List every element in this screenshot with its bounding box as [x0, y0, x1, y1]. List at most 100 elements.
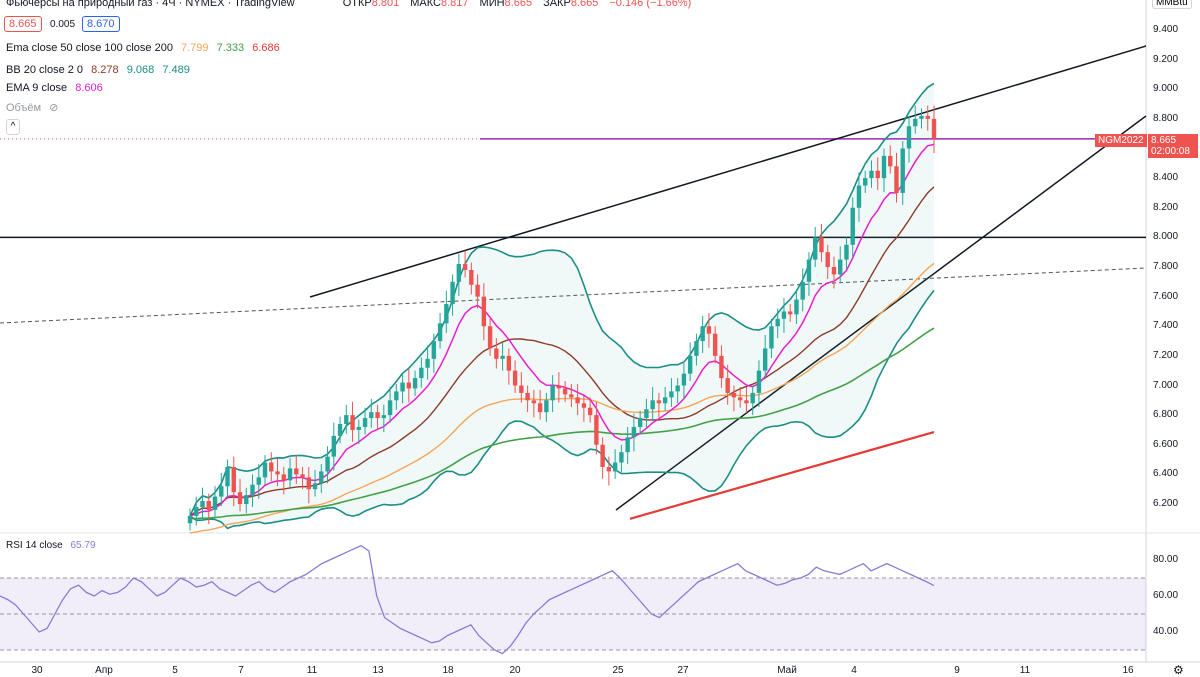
time-tick-label: 27	[677, 665, 689, 676]
time-tick-label: Апр	[95, 665, 113, 676]
candle-body	[419, 367, 424, 379]
price-tick-label: 8.400	[1153, 172, 1179, 184]
candle-body	[431, 341, 437, 359]
candle-body	[556, 385, 562, 389]
candle-body	[919, 115, 924, 119]
ohlc-label: ОТКР	[342, 0, 372, 9]
ema200-line	[629, 430, 935, 520]
last-price-label: 8.665 02:00:08	[1148, 134, 1198, 158]
rsi-legend[interactable]: RSI 14 close 65.79	[6, 540, 101, 551]
candle-body	[863, 178, 868, 186]
price-tick-label: 8.200	[1153, 201, 1179, 213]
price-tick-label: 7.000	[1153, 379, 1179, 391]
candle-body	[394, 391, 399, 401]
last-price-value: 8.665	[1151, 135, 1177, 146]
time-tick-label: 5	[172, 665, 178, 676]
candle-body	[881, 155, 887, 179]
ohlc-label: МИН	[479, 0, 505, 9]
ask-price[interactable]: 8.670	[82, 16, 120, 32]
candle-body	[256, 477, 261, 485]
ohlc-item: МАКС8.817	[410, 0, 474, 9]
candle-body	[550, 385, 555, 401]
candle-body	[369, 412, 374, 419]
ema-legend[interactable]: Ema close 50 close 100 close 200 7.799 7…	[6, 42, 285, 54]
candle-body	[475, 284, 480, 297]
candle-body	[913, 118, 918, 127]
candle-body	[675, 385, 680, 392]
candle-body	[925, 115, 930, 119]
price-tick-label: 8.000	[1153, 231, 1179, 243]
candle-body	[481, 296, 487, 327]
candle-body	[512, 370, 518, 386]
volume-legend[interactable]: Объём ⊘	[6, 101, 63, 114]
ema50-line	[189, 262, 935, 534]
candle-body	[331, 435, 336, 457]
candle-body	[906, 126, 912, 149]
bb-lower-value: 7.489	[162, 64, 190, 76]
unit-selector[interactable]: MMBtu	[1152, 0, 1192, 9]
candle-body	[656, 400, 662, 404]
bar-countdown: 02:00:08	[1151, 146, 1190, 157]
price-tick-label: 9.000	[1153, 83, 1179, 95]
candle-body	[794, 299, 799, 315]
candle-body	[681, 373, 687, 386]
candle-body	[300, 474, 305, 478]
ohlc-item: −0.146 (−1.66%)	[609, 0, 697, 9]
rsi-tick-label: 40.00	[1153, 626, 1179, 637]
ohlc-label: МАКС	[410, 0, 441, 9]
candle-body	[669, 391, 674, 398]
candle-body	[506, 355, 512, 371]
candle-body	[425, 358, 430, 368]
chart-title-row: Фьючерсы на природный газ · 4Ч · NYMEX ·…	[6, 0, 707, 9]
candle-body	[325, 456, 330, 472]
price-tick-label: 8.800	[1153, 112, 1179, 124]
candle-body	[606, 466, 612, 472]
ohlc-item: МИН8.665	[480, 0, 539, 9]
eye-hidden-icon[interactable]: ⊘	[49, 102, 59, 114]
ohlc-value: 8.817	[441, 0, 469, 9]
candle-body	[450, 281, 455, 305]
rsi-line	[0, 544, 935, 655]
dashed-trendline	[0, 267, 1147, 324]
bid-price[interactable]: 8.665	[4, 16, 42, 32]
candle-body	[819, 237, 824, 253]
ema9-legend-name: EMA 9 close	[6, 82, 68, 94]
candle-body	[437, 323, 443, 342]
candle-body	[594, 415, 599, 445]
ohlc-label: ЗАКР	[543, 0, 571, 9]
candle-body	[775, 318, 780, 327]
ohlc-value: 8.801	[371, 0, 400, 9]
collapse-legend-button[interactable]: ^	[6, 119, 20, 135]
ohlc-value: 8.665	[504, 0, 533, 9]
candle-body	[894, 166, 899, 193]
candle-body	[456, 264, 462, 282]
rsi-legend-name: RSI 14 close	[6, 540, 63, 551]
candle-body	[875, 170, 880, 179]
candle-body	[350, 415, 355, 430]
candle-body	[262, 462, 268, 478]
price-tick-label: 9.400	[1153, 24, 1179, 35]
rsi-value: 65.79	[70, 540, 96, 551]
ema100-line	[189, 327, 935, 520]
candle-body	[187, 515, 193, 524]
ema100-value: 7.333	[216, 42, 245, 54]
time-tick-label: 16	[1122, 665, 1134, 676]
candle-body	[831, 267, 837, 275]
candle-body	[631, 426, 637, 438]
settings-gear-icon[interactable]: ⚙	[1173, 663, 1184, 677]
ema9-legend[interactable]: EMA 9 close 8.606	[6, 82, 108, 94]
candle-body	[587, 407, 593, 416]
ohlc-item: ЗАКР8.665	[543, 0, 604, 9]
time-tick-label: 7	[238, 665, 244, 676]
price-tick-label: 6.800	[1153, 409, 1179, 421]
spread-value: 0.005	[50, 19, 76, 30]
price-tick-label: 6.400	[1153, 468, 1179, 480]
bb-legend[interactable]: BB 20 close 2 0 8.278 9.068 7.489	[6, 64, 195, 76]
candle-body	[788, 311, 793, 315]
time-tick-label: 25	[612, 665, 624, 676]
candle-body	[575, 397, 580, 404]
candle-body	[206, 501, 211, 510]
candle-body	[813, 237, 818, 260]
candle-body	[531, 400, 537, 404]
